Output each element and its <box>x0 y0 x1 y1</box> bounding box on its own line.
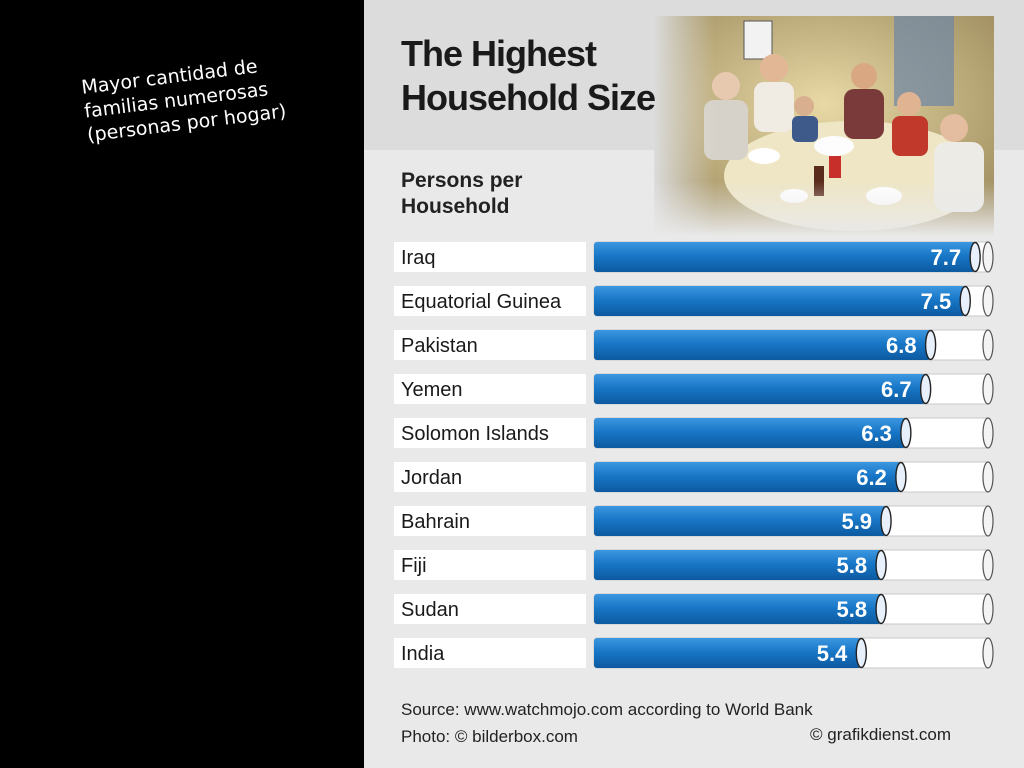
value-label: 5.9 <box>841 509 872 534</box>
subtitle-line-1: Persons per <box>401 169 523 192</box>
value-label: 7.5 <box>921 289 952 314</box>
bar <box>594 550 882 580</box>
value-label: 6.2 <box>856 465 887 490</box>
bar-track-end <box>982 461 994 493</box>
value-label: 5.8 <box>837 553 868 578</box>
bar <box>594 638 862 668</box>
category-label-bg <box>394 374 586 404</box>
bar-track-end <box>982 593 994 625</box>
category-label: Iraq <box>401 247 435 269</box>
bar-track-end <box>982 505 994 537</box>
bar-end-cap <box>919 373 932 405</box>
category-label-bg <box>394 330 586 360</box>
bar-end-cap <box>900 417 912 449</box>
chart-title: The Highest Household Size <box>401 32 701 120</box>
bar-end-cap <box>875 593 887 625</box>
category-label-bg <box>394 506 586 536</box>
bar-track-end <box>982 285 994 317</box>
bar-row: India 5.4 <box>394 637 994 669</box>
category-label: Yemen <box>401 379 463 401</box>
bar-end-cap <box>855 637 867 669</box>
category-label-bg <box>394 462 586 492</box>
bar <box>594 462 901 492</box>
category-label: Fiji <box>401 555 427 577</box>
value-label: 6.3 <box>861 421 892 446</box>
grafik-credit: © grafikdienst.com <box>810 725 952 744</box>
family-photo-illustration <box>654 16 994 236</box>
subtitle-line-2: Household <box>401 195 510 218</box>
category-label-bg <box>394 638 586 668</box>
value-label: 6.7 <box>881 377 912 402</box>
photo-credit: Photo: © bilderbox.com <box>401 727 578 746</box>
bar-row: Jordan 6.2 <box>394 461 994 493</box>
value-label: 5.8 <box>837 597 868 622</box>
bar-row: Pakistan 6.8 <box>394 329 994 361</box>
infographic: The Highest Household Size Persons per H… <box>364 0 1024 768</box>
bar-track-end <box>982 241 994 273</box>
bar-track-end <box>982 373 994 405</box>
bar-chart: Iraq 7.7 Equatorial Guinea 7.5 Pakistan 6.8 Ye… <box>394 241 994 669</box>
bar-end-cap <box>895 461 907 493</box>
category-label: Solomon Islands <box>401 423 549 445</box>
bar-track-end <box>982 549 994 581</box>
bar-row: Bahrain 5.9 <box>394 505 994 537</box>
bar-track-end <box>982 417 994 449</box>
bar <box>594 418 906 448</box>
category-label: Pakistan <box>401 335 478 357</box>
bar-row: Yemen 6.7 <box>394 373 994 405</box>
title-line-1: The Highest <box>401 33 597 74</box>
bar-end-cap <box>875 549 887 581</box>
title-line-2: Household Size <box>401 77 656 118</box>
chart-subtitle: Persons per Household <box>401 168 631 220</box>
category-label-bg <box>394 550 586 580</box>
bar <box>594 286 966 316</box>
bar <box>594 330 931 360</box>
bar-row: Sudan 5.8 <box>394 593 994 625</box>
bar-end-cap <box>969 241 981 273</box>
bar-row: Solomon Islands 6.3 <box>394 417 994 449</box>
category-label-bg <box>394 594 586 624</box>
category-label: Jordan <box>401 467 462 489</box>
category-label-bg <box>394 242 586 272</box>
bar-row: Fiji 5.8 <box>394 549 994 581</box>
bar-track-end <box>982 329 994 361</box>
bar <box>594 374 926 404</box>
bar <box>594 242 976 272</box>
bar <box>594 594 882 624</box>
bar-row: Equatorial Guinea 7.5 <box>394 285 994 317</box>
category-label-bg <box>394 286 586 316</box>
value-label: 6.8 <box>886 333 917 358</box>
bar <box>594 506 887 536</box>
value-label: 7.7 <box>931 245 962 270</box>
value-label: 5.4 <box>817 641 848 666</box>
family-dinner-photo <box>654 16 994 236</box>
category-label: Bahrain <box>401 511 470 533</box>
source-text: Source: www.watchmojo.com according to W… <box>401 700 813 719</box>
category-label-bg <box>394 418 586 448</box>
bar-track-end <box>982 637 994 669</box>
bar-end-cap <box>924 329 937 361</box>
black-side-panel <box>0 0 364 768</box>
bar-end-cap <box>959 285 971 317</box>
bar-end-cap <box>880 505 892 537</box>
category-label: Sudan <box>401 599 459 621</box>
category-label: India <box>401 643 445 665</box>
category-label: Equatorial Guinea <box>401 291 562 313</box>
bar-row: Iraq 7.7 <box>394 241 994 273</box>
